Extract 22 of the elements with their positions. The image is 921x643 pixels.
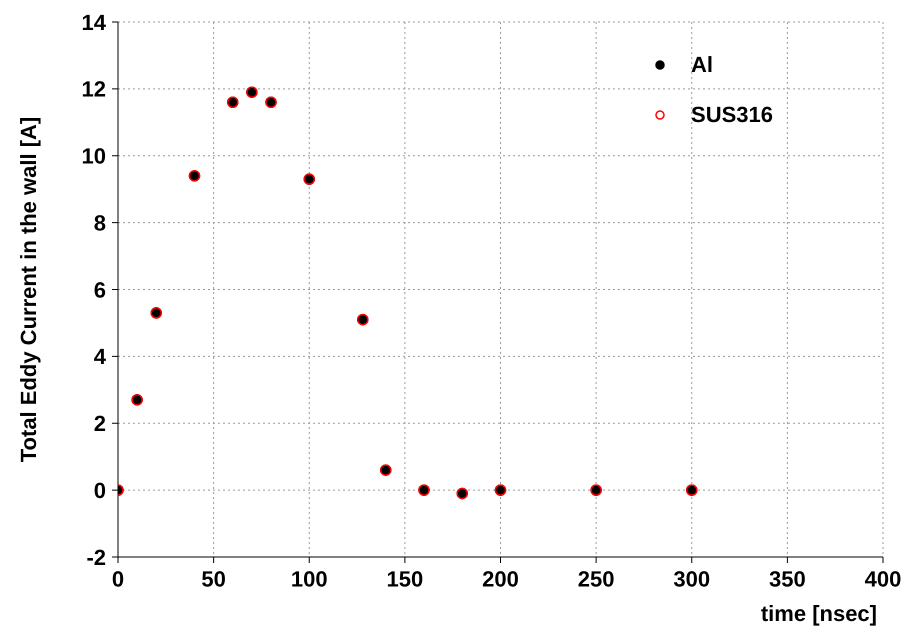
legend-label: Al	[691, 52, 714, 78]
x-tick-label: 100	[290, 566, 328, 592]
x-axis-title: time [nsec]	[760, 601, 877, 626]
y-tick-label: 8	[94, 210, 106, 236]
y-tick-label: 4	[94, 344, 107, 370]
x-tick-label: 350	[769, 566, 806, 592]
x-tick-label: 300	[673, 566, 710, 592]
x-tick-label: 50	[201, 566, 226, 592]
x-tick-label: 250	[578, 566, 614, 592]
y-tick-label: 10	[82, 144, 106, 169]
x-tick-label: 400	[864, 566, 902, 592]
y-tick-label: 12	[82, 76, 106, 102]
x-tick-label: 150	[386, 566, 424, 592]
y-tick-label: 14	[82, 10, 107, 35]
y-tick-label: 6	[94, 277, 106, 302]
y-tick-label: 2	[94, 411, 106, 436]
y-axis-title: Total Eddy Current in the wall [A]	[16, 116, 41, 462]
x-tick-label: 200	[482, 566, 519, 592]
y-tick-label: 0	[94, 478, 106, 503]
y-tick-label: -2	[86, 544, 106, 570]
legend-label: SUS316	[691, 102, 773, 128]
x-tick-label: 0	[112, 566, 124, 592]
